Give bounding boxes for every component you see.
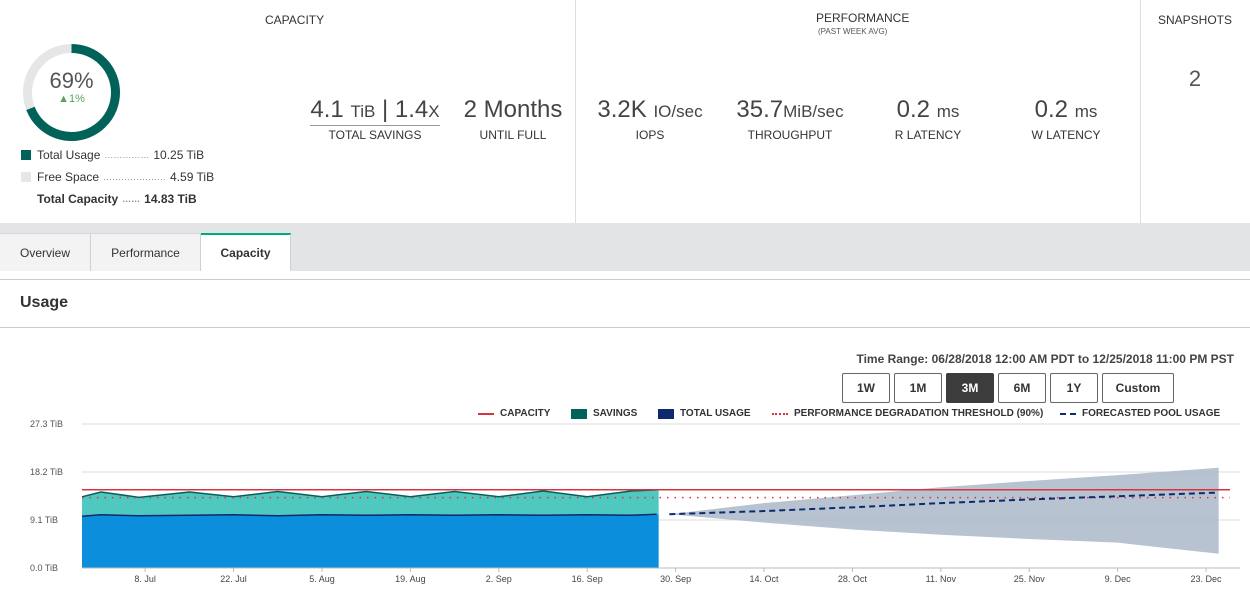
leader-dots: …… (122, 194, 141, 204)
usage-area (82, 514, 659, 568)
capacity-donut: 69% ▲1% (21, 42, 122, 143)
total-capacity-value: 14.83 TiB (144, 192, 197, 206)
free-space-swatch (21, 172, 31, 182)
section-divider (1140, 0, 1141, 223)
total-usage-label: Total Usage (37, 148, 101, 162)
tab-capacity[interactable]: Capacity (201, 233, 291, 271)
capacity-donut-ring (23, 44, 120, 141)
snapshots-count[interactable]: 2 (1188, 66, 1202, 91)
tab-overview[interactable]: Overview (0, 233, 91, 271)
until-full-value: 2 Months (463, 96, 563, 123)
x-tick-label: 23. Dec (1191, 574, 1223, 584)
range-button-1m[interactable]: 1M (894, 373, 942, 403)
leader-dots: …………… (104, 150, 150, 160)
iops-label: IOPS (635, 128, 665, 142)
x-tick-label: 22. Jul (220, 574, 247, 584)
read-latency-label: R LATENCY (894, 128, 962, 142)
leader-dots: ………………… (103, 172, 167, 182)
total-usage-swatch (21, 150, 31, 160)
capacity-line-icon (478, 412, 494, 415)
range-button-3m[interactable]: 3M (946, 373, 994, 403)
write-latency-metric: 0.2 ms W LATENCY (1006, 96, 1126, 142)
summary-panel: CAPACITY 69% ▲1% Total Usage …………… 10.25… (0, 0, 1250, 223)
capacity-title: CAPACITY (265, 13, 325, 27)
x-tick-label: 9. Dec (1105, 574, 1132, 584)
x-tick-label: 11. Nov (926, 574, 957, 584)
y-tick-label: 9.1 TiB (30, 515, 58, 525)
y-tick-label: 0.0 TiB (30, 563, 58, 573)
x-tick-label: 25. Nov (1014, 574, 1046, 584)
y-tick-label: 27.3 TiB (30, 419, 63, 429)
free-space-label: Free Space (37, 170, 100, 184)
legend-total-usage: Total Usage …………… 10.25 TiB (21, 148, 204, 162)
x-tick-label: 5. Aug (309, 574, 335, 584)
throughput-label: THROUGHPUT (747, 128, 833, 142)
total-savings-value: 4.1 TiB | 1.4X (310, 96, 440, 126)
total-savings-label: TOTAL SAVINGS (328, 128, 422, 142)
free-space-value: 4.59 TiB (170, 170, 215, 184)
range-button-1y[interactable]: 1Y (1050, 373, 1098, 403)
read-latency-metric: 0.2 ms R LATENCY (868, 96, 988, 142)
x-tick-label: 30. Sep (660, 574, 691, 584)
legend-savings[interactable]: SAVINGS (571, 408, 637, 419)
x-tick-label: 8. Jul (134, 574, 156, 584)
legend-total-capacity: Total Capacity …… 14.83 TiB (37, 192, 197, 206)
savings-swatch-icon (571, 408, 587, 419)
x-tick-label: 2. Sep (486, 574, 512, 584)
throughput-metric: 35.7MiB/sec THROUGHPUT (720, 96, 860, 142)
y-tick-label: 18.2 TiB (30, 467, 63, 477)
iops-metric: 3.2K IO/sec IOPS (585, 96, 715, 142)
legend-free-space: Free Space ………………… 4.59 TiB (21, 170, 214, 184)
tab-bar: Overview Performance Capacity (0, 223, 1250, 271)
capacity-delta: ▲1% (21, 93, 122, 105)
usage-line (81, 513, 657, 518)
legend-forecast[interactable]: FORECASTED POOL USAGE (1060, 408, 1220, 419)
x-tick-label: 14. Oct (750, 574, 780, 584)
performance-title: PERFORMANCE (816, 11, 910, 25)
divider (0, 279, 1250, 280)
until-full-metric: 2 Months UNTIL FULL (458, 96, 568, 142)
x-tick-label: 28. Oct (838, 574, 868, 584)
total-usage-value: 10.25 TiB (153, 148, 205, 162)
range-button-6m[interactable]: 6M (998, 373, 1046, 403)
legend-capacity[interactable]: CAPACITY (478, 408, 550, 419)
legend-total-usage[interactable]: TOTAL USAGE (658, 408, 751, 419)
trend-up-icon: ▲ (58, 93, 69, 105)
x-tick-label: 16. Sep (572, 574, 603, 584)
savings-line (81, 489, 657, 499)
usage-title: Usage (20, 294, 69, 311)
tab-performance[interactable]: Performance (91, 233, 201, 271)
section-divider (575, 0, 576, 223)
write-latency-label: W LATENCY (1031, 128, 1101, 142)
total-capacity-label: Total Capacity (37, 192, 119, 206)
time-range-label: Time Range: 06/28/2018 12:00 AM PDT to 1… (856, 352, 1234, 366)
until-full-label: UNTIL FULL (479, 128, 547, 142)
divider (0, 327, 1250, 328)
usage-swatch-icon (658, 408, 674, 419)
snapshots-title: SNAPSHOTS (1158, 13, 1233, 27)
capacity-delta-value: 1% (68, 93, 85, 105)
total-savings-metric: 4.1 TiB | 1.4X TOTAL SAVINGS (300, 96, 450, 142)
forecast-line (669, 491, 1219, 516)
range-button-custom[interactable]: Custom (1102, 373, 1174, 403)
forecast-line-icon (1060, 412, 1076, 415)
capacity-percent: 69% (49, 68, 94, 93)
usage-chart[interactable]: 27.3 TiB 18.2 TiB 9.1 TiB 0.0 TiB 8. Jul 22. … (0, 415, 1250, 610)
performance-subtitle: (PAST WEEK AVG) (818, 27, 888, 36)
range-button-1w[interactable]: 1W (842, 373, 890, 403)
x-tick-label: 19. Aug (395, 574, 426, 584)
legend-threshold[interactable]: PERFORMANCE DEGRADATION THRESHOLD (90%) (772, 408, 1043, 419)
threshold-line-icon (772, 412, 788, 415)
